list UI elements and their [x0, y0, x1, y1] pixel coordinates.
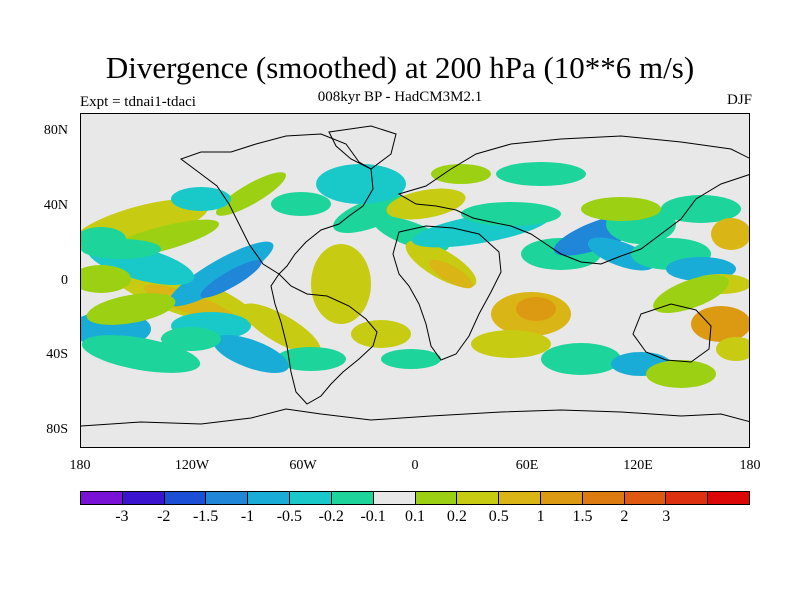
lon-label-120w: 120W [174, 458, 210, 473]
divergence-region [168, 241, 274, 307]
lat-label-equator: 0 [61, 273, 68, 288]
divergence-region [471, 330, 551, 358]
divergence-field [81, 125, 749, 427]
divergence-region [213, 335, 289, 373]
divergence-region [351, 320, 411, 348]
divergence-region [316, 164, 406, 204]
divergence-region [81, 227, 126, 251]
divergence-region [431, 164, 491, 184]
colorbar-cell [122, 492, 165, 504]
colorbar-cell [290, 492, 332, 504]
lon-label-60e: 60E [515, 458, 539, 473]
divergence-region [276, 347, 346, 371]
coastline-south-america [270, 273, 378, 405]
divergence-region [381, 349, 441, 369]
lon-label-60w: 60W [289, 458, 317, 473]
lon-label-0: 0 [411, 458, 419, 473]
colorbar-label: -0.1 [360, 508, 386, 525]
colorbar-cell [708, 492, 749, 504]
colorbar-label: -1 [240, 508, 255, 525]
season-label: DJF [726, 92, 752, 108]
colorbar-label: -2 [157, 508, 171, 525]
divergence-region [711, 218, 749, 250]
colorbar-cell [164, 492, 207, 504]
colorbar [80, 491, 750, 505]
lon-label-180w: 180 [69, 458, 91, 473]
lat-label-80s: 80S [46, 422, 68, 437]
coastline-greenland [328, 125, 397, 170]
colorbar-cell [415, 492, 458, 504]
chart-subtitle: 008kyr BP - HadCM3M2.1 [317, 89, 483, 105]
colorbar-label: 0.1 [405, 508, 425, 525]
colorbar-label: 3 [662, 508, 671, 525]
divergence-region [516, 297, 556, 321]
colorbar-cell [206, 492, 249, 504]
divergence-region [86, 293, 176, 325]
divergence-region [81, 335, 201, 373]
lon-label-180e: 180 [739, 458, 761, 473]
colorbar-cell [666, 492, 709, 504]
colorbar-cell [540, 492, 583, 504]
colorbar-cell [499, 492, 541, 504]
lat-label-40n: 40N [43, 198, 68, 213]
divergence-region [200, 260, 262, 298]
colorbar-cell [373, 492, 416, 504]
divergence-region [541, 343, 621, 375]
colorbar-label: -3 [115, 508, 129, 525]
experiment-label: Expt = tdnai1-tdaci [80, 94, 196, 110]
divergence-region [661, 195, 741, 223]
divergence-region [81, 265, 131, 293]
coastlines [81, 125, 749, 427]
colorbar-label: 0.2 [446, 508, 467, 525]
chart-title: Divergence (smoothed) at 200 hPa (10**6 … [105, 50, 695, 85]
divergence-region [311, 244, 371, 324]
divergence-region [216, 172, 286, 216]
divergence-region [646, 360, 716, 388]
colorbar-label: 1.5 [572, 508, 593, 525]
lat-label-80n: 80N [43, 123, 68, 138]
coastline-australia [632, 303, 712, 363]
divergence-region [386, 188, 466, 220]
divergence-region [581, 197, 661, 221]
map-panel [80, 113, 750, 448]
colorbar-label: 1 [536, 508, 545, 525]
divergence-region [161, 327, 221, 351]
colorbar-cell [248, 492, 291, 504]
divergence-region [428, 259, 474, 289]
coastline-eurasia [397, 135, 749, 265]
colorbar-cell [81, 492, 123, 504]
divergence-region [171, 187, 231, 211]
colorbar-cell [624, 492, 667, 504]
coastline-africa [392, 225, 502, 361]
lon-label-120e: 120E [623, 458, 653, 473]
coastline-north-america [179, 133, 374, 275]
colorbar-cell [582, 492, 625, 504]
colorbar-label: 2 [620, 508, 629, 525]
lat-label-40s: 40S [46, 347, 68, 362]
colorbar-label: 0.5 [488, 508, 509, 525]
colorbar-label: -1.5 [192, 508, 219, 525]
contour-fill-regions [81, 162, 749, 388]
coastline-antarctica [81, 408, 749, 427]
divergence-region [691, 306, 749, 342]
divergence-region [496, 162, 586, 186]
divergence-region [461, 202, 561, 226]
colorbar-label: -0.2 [318, 508, 344, 525]
colorbar-cell [457, 492, 500, 504]
divergence-region [241, 303, 321, 355]
colorbar-label: -0.5 [276, 508, 303, 525]
divergence-region [716, 337, 749, 361]
divergence-region [653, 275, 729, 313]
divergence-region [271, 192, 331, 216]
colorbar-cell [331, 492, 374, 504]
